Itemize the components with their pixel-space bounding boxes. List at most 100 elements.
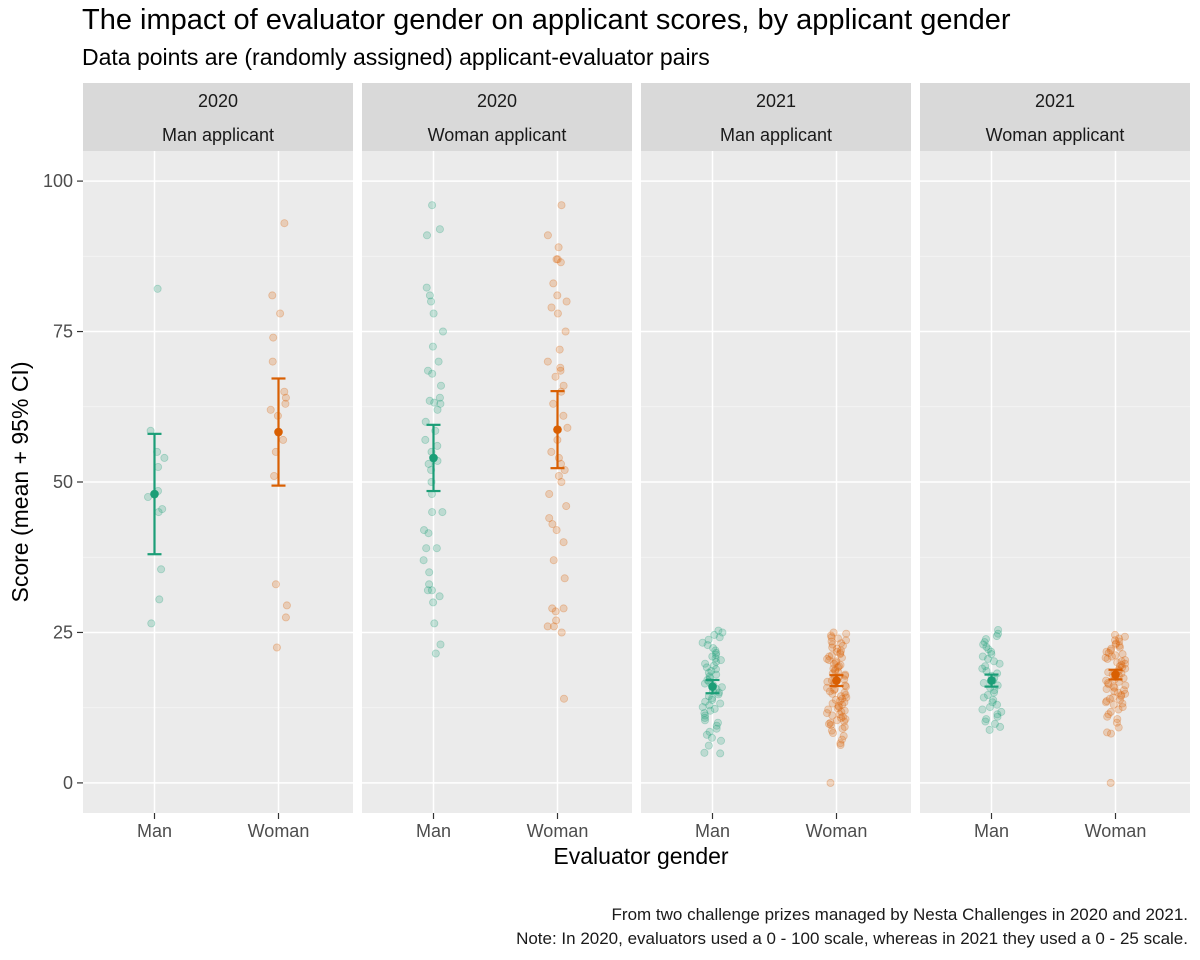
data-point: [703, 641, 712, 650]
facet-applicant-label: Man applicant: [162, 125, 274, 145]
data-point: [979, 640, 988, 649]
data-point: [435, 592, 444, 601]
data-point: [1113, 658, 1122, 667]
data-point: [1102, 685, 1111, 694]
data-point: [835, 662, 844, 671]
data-point: [556, 366, 565, 375]
data-point: [987, 647, 996, 656]
data-point: [836, 692, 845, 701]
data-point: [268, 357, 277, 366]
x-tick-label-man: Man: [416, 821, 451, 841]
mean-point: [987, 676, 996, 685]
data-point: [993, 712, 1002, 721]
data-point: [1109, 700, 1118, 709]
facet-applicant-label: Man applicant: [720, 125, 832, 145]
data-point: [841, 715, 850, 724]
data-point: [436, 640, 445, 649]
mean-point: [429, 453, 438, 463]
data-point: [429, 309, 438, 318]
data-point: [1101, 653, 1110, 662]
data-point: [552, 526, 561, 535]
x-tick-label-man: Man: [974, 821, 1009, 841]
data-point: [1121, 689, 1130, 698]
data-point: [433, 441, 442, 450]
data-point: [827, 637, 836, 646]
data-point: [1109, 693, 1118, 702]
data-point: [709, 661, 718, 670]
y-tick-label-25: 25: [53, 622, 73, 642]
data-point: [281, 613, 290, 622]
facet-year-label: 2021: [756, 91, 796, 111]
data-point: [988, 698, 997, 707]
data-point: [825, 656, 834, 665]
data-point: [841, 691, 850, 700]
data-point: [716, 656, 725, 665]
data-point: [990, 719, 999, 728]
data-point: [1105, 694, 1114, 703]
facet-year-label: 2020: [198, 91, 238, 111]
data-point: [838, 712, 847, 721]
data-point: [424, 459, 433, 468]
mean-point: [274, 427, 283, 437]
y-tick-label-75: 75: [53, 322, 73, 342]
data-point: [1110, 683, 1119, 692]
data-point: [1116, 695, 1125, 704]
data-point: [431, 649, 440, 658]
data-point: [438, 327, 447, 336]
data-point: [836, 661, 845, 670]
data-point: [1113, 715, 1122, 724]
data-point: [831, 658, 840, 667]
facet-strip: [920, 83, 1190, 151]
data-point: [705, 701, 714, 710]
data-point: [545, 514, 554, 523]
data-point: [700, 679, 709, 688]
data-point: [834, 634, 843, 643]
data-point: [825, 719, 834, 728]
data-point: [717, 736, 726, 745]
facet-strip: [641, 83, 911, 151]
data-point: [419, 526, 428, 535]
data-point: [840, 698, 849, 707]
data-point: [979, 679, 988, 688]
data-point: [990, 657, 999, 666]
data-point: [833, 704, 842, 713]
data-point: [827, 651, 836, 660]
data-point: [992, 632, 1001, 641]
data-point: [1103, 728, 1112, 737]
data-point: [1106, 778, 1115, 787]
data-point: [428, 201, 437, 210]
data-point: [700, 709, 709, 718]
data-point: [1114, 723, 1123, 732]
x-tick-label-man: Man: [695, 821, 730, 841]
data-point: [549, 399, 558, 408]
data-point: [709, 644, 718, 653]
data-point: [840, 717, 849, 726]
data-point: [995, 659, 1004, 668]
data-point: [435, 225, 444, 234]
data-point: [559, 538, 568, 547]
data-point: [833, 716, 842, 725]
x-axis-label: Evaluator gender: [553, 843, 729, 869]
data-point: [838, 700, 847, 709]
chart-subtitle: Data points are (randomly assigned) appl…: [82, 44, 710, 70]
data-point: [553, 309, 562, 318]
data-point: [557, 201, 566, 210]
group-man-evaluator: [698, 626, 727, 758]
data-point: [545, 489, 554, 498]
data-point: [823, 654, 832, 663]
data-point: [829, 729, 838, 738]
data-point: [716, 699, 725, 708]
chart-title: The impact of evaluator gender on applic…: [82, 4, 1011, 36]
data-point: [160, 453, 169, 462]
data-point: [1104, 680, 1113, 689]
data-point: [701, 697, 710, 706]
facet-strip: [362, 83, 632, 151]
data-point: [1118, 650, 1127, 659]
data-point: [996, 722, 1005, 731]
data-point: [554, 471, 563, 480]
data-point: [556, 258, 565, 267]
data-point: [840, 706, 849, 715]
data-point: [155, 595, 164, 604]
data-point: [714, 626, 723, 635]
data-point: [981, 662, 990, 671]
